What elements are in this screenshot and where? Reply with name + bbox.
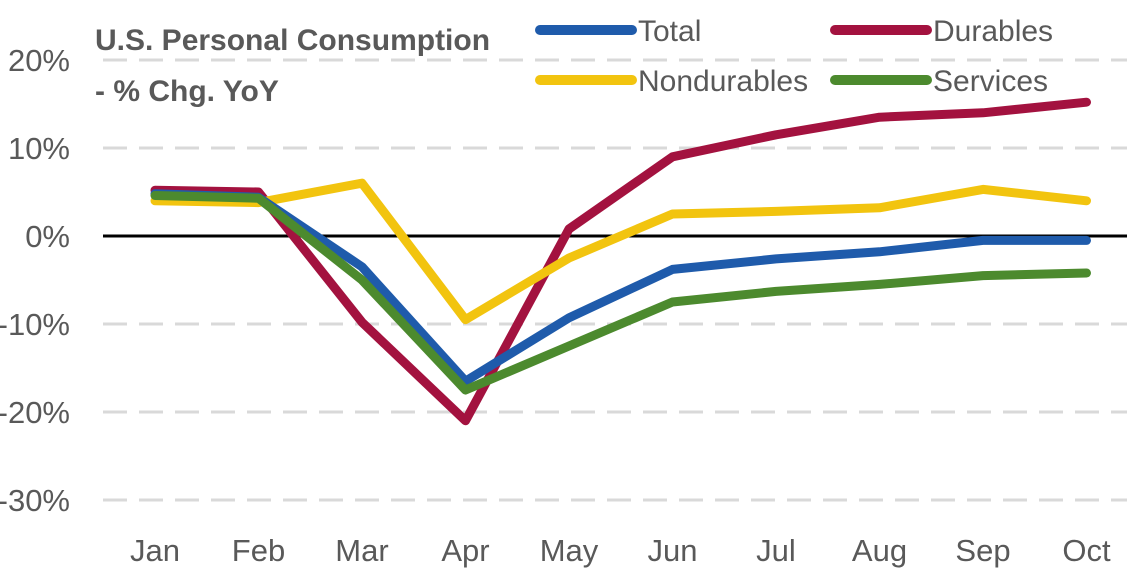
series-lines [150, 97, 1091, 426]
x-tick-label: Aug [852, 533, 907, 568]
legend-label-nondurables: Nondurables [638, 65, 808, 98]
y-tick-label: -10% [0, 307, 70, 342]
chart-title: U.S. Personal Consumption - % Chg. YoY [95, 24, 490, 108]
chart-title-line-1: U.S. Personal Consumption [95, 24, 490, 57]
x-tick-label: Sep [955, 533, 1010, 568]
series-line-total [150, 189, 1091, 386]
y-tick-label: 0% [25, 219, 70, 254]
legend-label-durables: Durables [933, 15, 1053, 48]
y-tick-label: -30% [0, 483, 70, 518]
x-tick-label: Jan [130, 533, 180, 568]
legend: Total Durables Nondurables Services [535, 15, 1053, 98]
y-tick-label: 10% [8, 131, 70, 166]
legend-label-total: Total [638, 15, 701, 48]
x-tick-label: May [540, 533, 599, 568]
y-tick-label: -20% [0, 395, 70, 430]
y-axis-ticks: 20% 10% 0% -10% -20% -30% [0, 43, 70, 518]
series-line-services [150, 191, 1091, 395]
series-line-nondurables [150, 178, 1091, 325]
y-tick-label: 20% [8, 43, 70, 78]
x-tick-label: Mar [335, 533, 388, 568]
x-tick-label: Apr [441, 533, 489, 568]
x-tick-label: Oct [1062, 533, 1111, 568]
x-axis-ticks: Jan Feb Mar Apr May Jun Jul Aug Sep Oct [130, 533, 1111, 568]
x-tick-label: Jun [648, 533, 698, 568]
x-tick-label: Jul [756, 533, 796, 568]
series-line-durables [150, 97, 1091, 426]
x-tick-label: Feb [232, 533, 285, 568]
chart-title-line-2: - % Chg. YoY [95, 75, 279, 108]
legend-label-services: Services [933, 65, 1048, 98]
